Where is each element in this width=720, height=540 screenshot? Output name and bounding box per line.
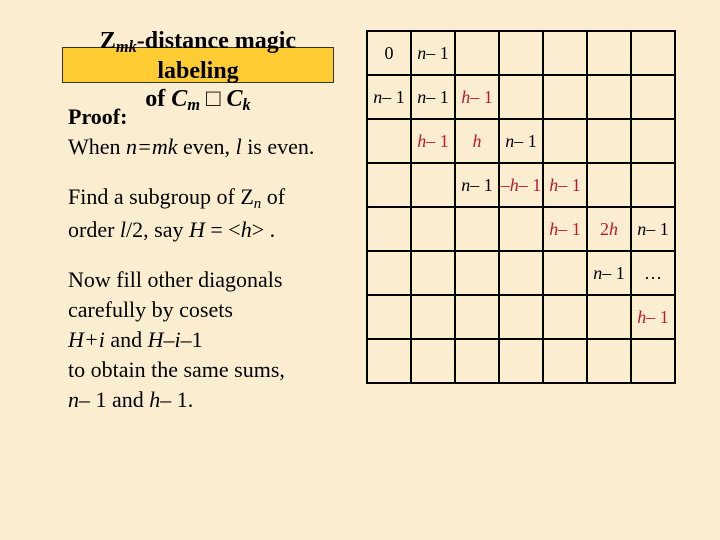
grid-cell <box>587 295 631 339</box>
sg-l2-Hcap: H <box>189 217 205 242</box>
grid-cell <box>587 75 631 119</box>
title-box: Zmk-distance magic labeling of Cm □ Ck <box>62 22 334 86</box>
grid-cell: h <box>455 119 499 163</box>
fill-l4: to obtain the same sums, <box>68 357 285 382</box>
grid-cell <box>631 75 675 119</box>
proof-para: Proof: When n=mk even, l is even. <box>68 102 338 162</box>
fill-l5-post: – 1. <box>160 387 193 412</box>
grid-cell <box>543 119 587 163</box>
grid-cell: n– 1 <box>411 31 455 75</box>
grid-cell <box>367 339 411 383</box>
sg-l1-post: of <box>261 184 285 209</box>
grid-cell <box>367 251 411 295</box>
grid-row <box>367 339 675 383</box>
fill-l5-n: n <box>68 387 79 412</box>
grid-cell <box>411 295 455 339</box>
grid-cell <box>499 339 543 383</box>
grid-cell <box>499 207 543 251</box>
fill-l2: carefully by cosets <box>68 297 233 322</box>
grid-cell <box>543 31 587 75</box>
grid-row: 0n– 1 <box>367 31 675 75</box>
grid-cell <box>543 295 587 339</box>
grid-cell: h– 1 <box>543 163 587 207</box>
grid-cell: h– 1 <box>411 119 455 163</box>
grid-cell <box>631 339 675 383</box>
grid-cell: 2h <box>587 207 631 251</box>
sg-l1-sub: n <box>254 196 261 212</box>
grid-cell <box>631 119 675 163</box>
grid-cell: n– 1 <box>587 251 631 295</box>
grid-cell <box>367 207 411 251</box>
grid-row: n– 1–h– 1h– 1 <box>367 163 675 207</box>
proof-label: Proof: <box>68 104 127 129</box>
grid-cell: –h– 1 <box>499 163 543 207</box>
grid-row: h– 1hn– 1 <box>367 119 675 163</box>
fill-l3-hplus: H+i <box>68 327 105 352</box>
grid-cell <box>455 31 499 75</box>
grid-cell <box>543 75 587 119</box>
fill-l1: Now fill other diagonals <box>68 267 282 292</box>
grid-cell <box>411 339 455 383</box>
sg-l2-pre: order <box>68 217 120 242</box>
proof-when-pre: When <box>68 134 126 159</box>
sg-l2-eq: = < <box>205 217 241 242</box>
grid-cell: h– 1 <box>543 207 587 251</box>
title-line-1: Zmk-distance magic labeling <box>62 27 334 85</box>
grid-cell: h– 1 <box>631 295 675 339</box>
grid-cell <box>587 31 631 75</box>
title-sub-mk: mk <box>116 37 137 56</box>
grid-cell <box>411 207 455 251</box>
grid-cell: n– 1 <box>631 207 675 251</box>
grid-cell <box>367 163 411 207</box>
grid-cell: 0 <box>367 31 411 75</box>
sg-l2-mid: /2, say <box>126 217 189 242</box>
grid-cell <box>411 163 455 207</box>
grid-cell <box>543 251 587 295</box>
title-tail: -distance magic labeling <box>137 28 296 84</box>
grid-cell <box>499 251 543 295</box>
grid-row: h– 12hn– 1 <box>367 207 675 251</box>
grid-cell <box>455 295 499 339</box>
title-z: Z <box>100 28 116 54</box>
grid-row: n– 1… <box>367 251 675 295</box>
grid-cell <box>455 251 499 295</box>
proof-when-mid: even, <box>178 134 236 159</box>
sg-l2-h: h <box>241 217 252 242</box>
grid-cell <box>499 31 543 75</box>
sg-l1-pre: Find a subgroup of Z <box>68 184 254 209</box>
grid-cell <box>587 119 631 163</box>
fill-para: Now fill other diagonals carefully by co… <box>68 265 338 415</box>
grid-cell <box>367 295 411 339</box>
grid-cell <box>631 163 675 207</box>
grid-cell: h– 1 <box>455 75 499 119</box>
grid-cell: n– 1 <box>367 75 411 119</box>
proof-when-eq: n=mk <box>126 134 178 159</box>
subgroup-para: Find a subgroup of Zn of order l/2, say … <box>68 182 338 245</box>
grid-cell: … <box>631 251 675 295</box>
proof-when-post: is even. <box>242 134 315 159</box>
grid-cell <box>587 339 631 383</box>
left-column: Proof: When n=mk even, l is even. Find a… <box>68 102 338 435</box>
grid-cell <box>631 31 675 75</box>
fill-l3-hminus: H–i– <box>148 327 192 352</box>
grid-row: n– 1n– 1h– 1 <box>367 75 675 119</box>
fill-l3-and: and <box>105 327 148 352</box>
labeling-grid: 0n– 1n– 1n– 1h– 1h– 1hn– 1n– 1–h– 1h– 1h… <box>366 30 676 384</box>
grid-cell <box>543 339 587 383</box>
grid-cell <box>455 339 499 383</box>
sg-l2-post: > . <box>252 217 275 242</box>
grid-cell <box>587 163 631 207</box>
fill-l5-mid: – 1 and <box>79 387 149 412</box>
grid-cell <box>499 75 543 119</box>
fill-l5-h: h <box>149 387 160 412</box>
grid-cell <box>499 295 543 339</box>
grid-cell: n– 1 <box>455 163 499 207</box>
grid-cell: n– 1 <box>499 119 543 163</box>
grid-cell <box>411 251 455 295</box>
grid-cell: n– 1 <box>411 75 455 119</box>
grid-cell <box>455 207 499 251</box>
fill-l3-one: 1 <box>192 327 203 352</box>
grid-row: h– 1 <box>367 295 675 339</box>
grid-cell <box>367 119 411 163</box>
